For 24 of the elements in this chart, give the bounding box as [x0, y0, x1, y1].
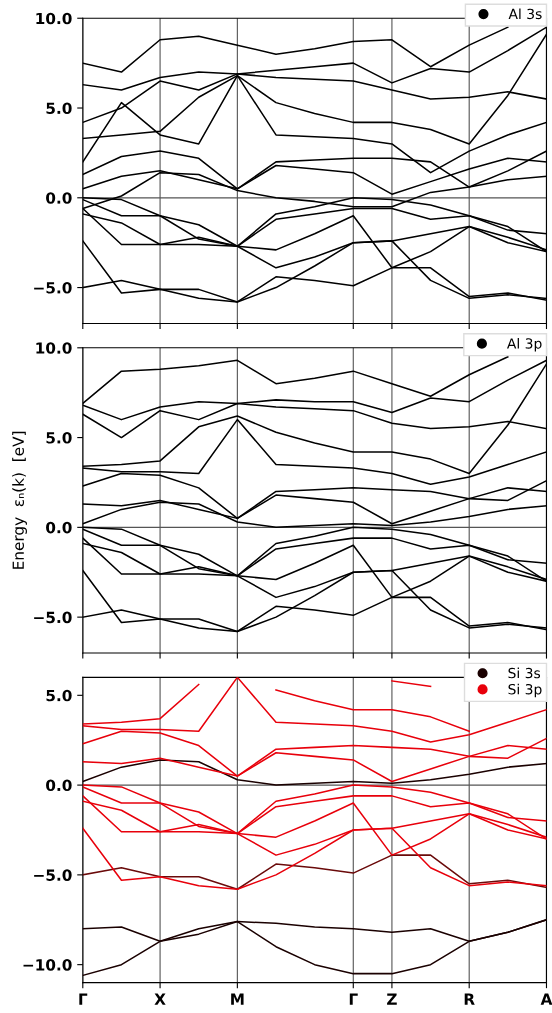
y-tick-label: −5.0: [34, 282, 72, 294]
y-tick-label: 0.0: [46, 779, 72, 792]
x-tick-label: X: [154, 993, 166, 1005]
x-tick-label: A: [540, 993, 552, 1005]
x-tick-label: Γ: [79, 993, 88, 1005]
legend-label: Si 3p: [508, 683, 542, 698]
y-tick-label: 10.0: [36, 342, 72, 354]
y-tick-label: 5.0: [46, 689, 72, 702]
y-tick-label: 0.0: [46, 521, 72, 534]
x-tick-label: M: [231, 993, 244, 1005]
y-tick-label: 10.0: [36, 12, 72, 25]
x-tick-label: Z: [387, 993, 397, 1005]
legend-label: Al 3s: [508, 8, 542, 20]
x-tick-label: Γ: [349, 993, 358, 1005]
y-tick-label: −5.0: [34, 869, 72, 881]
y-tick-label: −10.0: [23, 959, 72, 971]
y-tick-label: −5.0: [34, 611, 72, 624]
y-tick-label: 5.0: [46, 432, 72, 444]
legend-label: Si 3s: [508, 667, 541, 679]
legend-label: Al 3p: [506, 337, 542, 352]
y-tick-label: 5.0: [46, 102, 72, 115]
y-tick-label: 0.0: [46, 192, 72, 204]
y-axis-title: Energy εₙ(k) [eV]: [12, 431, 27, 569]
x-tick-label: R: [464, 993, 475, 1005]
